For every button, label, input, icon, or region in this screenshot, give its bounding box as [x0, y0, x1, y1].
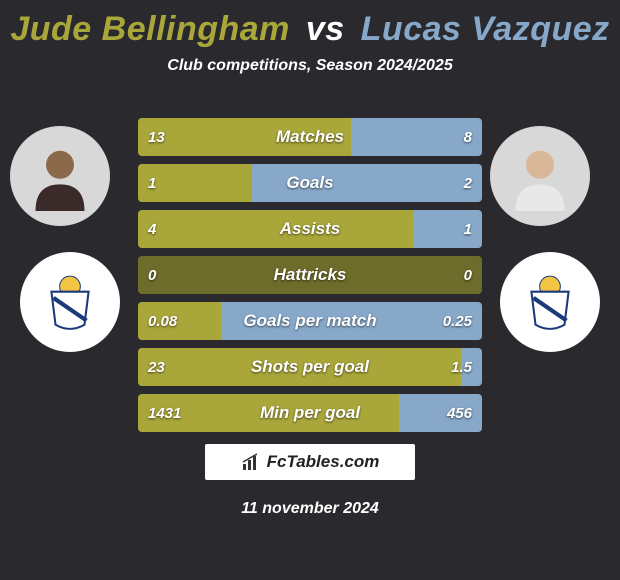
- club-crest-icon: [519, 271, 581, 333]
- stat-bar-left: [138, 210, 413, 248]
- stat-bar-left: [138, 302, 221, 340]
- source-badge: FcTables.com: [205, 444, 415, 480]
- stat-label: Hattricks: [138, 256, 482, 294]
- stat-value-right: 0: [454, 256, 482, 294]
- club-crest-icon: [39, 271, 101, 333]
- stat-bar-right: [399, 394, 482, 432]
- stat-row: 1431456Min per goal: [138, 394, 482, 432]
- player1-club-crest: [20, 252, 120, 352]
- subtitle: Club competitions, Season 2024/2025: [0, 57, 620, 75]
- stat-row: 231.5Shots per goal: [138, 348, 482, 386]
- stat-bar-left: [138, 348, 461, 386]
- stat-value-left: 0: [138, 256, 166, 294]
- stat-bar-right: [221, 302, 482, 340]
- stat-bar-right: [351, 118, 482, 156]
- stat-row: 12Goals: [138, 164, 482, 202]
- date-label: 11 november 2024: [0, 500, 620, 518]
- title-player2: Lucas Vazquez: [361, 10, 610, 48]
- title-player1: Jude Bellingham: [10, 10, 290, 48]
- stat-row: 138Matches: [138, 118, 482, 156]
- stat-bar-left: [138, 394, 399, 432]
- stat-row: 41Assists: [138, 210, 482, 248]
- person-icon: [25, 141, 95, 211]
- player1-avatar: [10, 126, 110, 226]
- person-icon: [505, 141, 575, 211]
- player2-avatar: [490, 126, 590, 226]
- player2-club-crest: [500, 252, 600, 352]
- chart-icon: [241, 452, 261, 472]
- stat-row: 0 0Hattricks: [138, 256, 482, 294]
- stat-bar-right: [252, 164, 482, 202]
- stat-bar-left: [138, 118, 351, 156]
- stat-bars: 138Matches 12Goals 41Assists 0 0Hattricks 0.0…: [138, 118, 482, 440]
- title-vs: vs: [306, 10, 345, 48]
- stat-bar-right: [413, 210, 482, 248]
- stat-row: 0.080.25Goals per match: [138, 302, 482, 340]
- stat-bar-left: [138, 164, 252, 202]
- comparison-title: Jude Bellingham vs Lucas Vazquez: [0, 0, 620, 49]
- source-name: FcTables.com: [267, 452, 380, 472]
- stat-bar-right: [461, 348, 482, 386]
